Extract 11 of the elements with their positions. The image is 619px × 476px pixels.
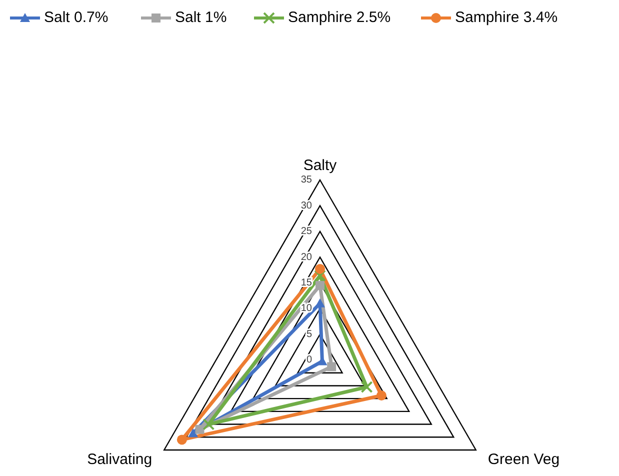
- legend-label: Salt 1%: [175, 8, 227, 26]
- y-tick-label: 5: [306, 328, 312, 340]
- y-tick-label: 0: [306, 354, 312, 366]
- y-tick-label: 35: [300, 174, 312, 186]
- legend-label: Salt 0.7%: [44, 8, 108, 26]
- spoke-label: Salivating: [87, 450, 152, 468]
- legend-label: Samphire 2.5%: [288, 8, 391, 26]
- spoke-label: Salty: [303, 156, 338, 174]
- legend-label: Samphire 3.4%: [455, 8, 558, 26]
- spoke-label: Green Veg: [488, 450, 560, 468]
- y-tick-label: 15: [300, 278, 312, 288]
